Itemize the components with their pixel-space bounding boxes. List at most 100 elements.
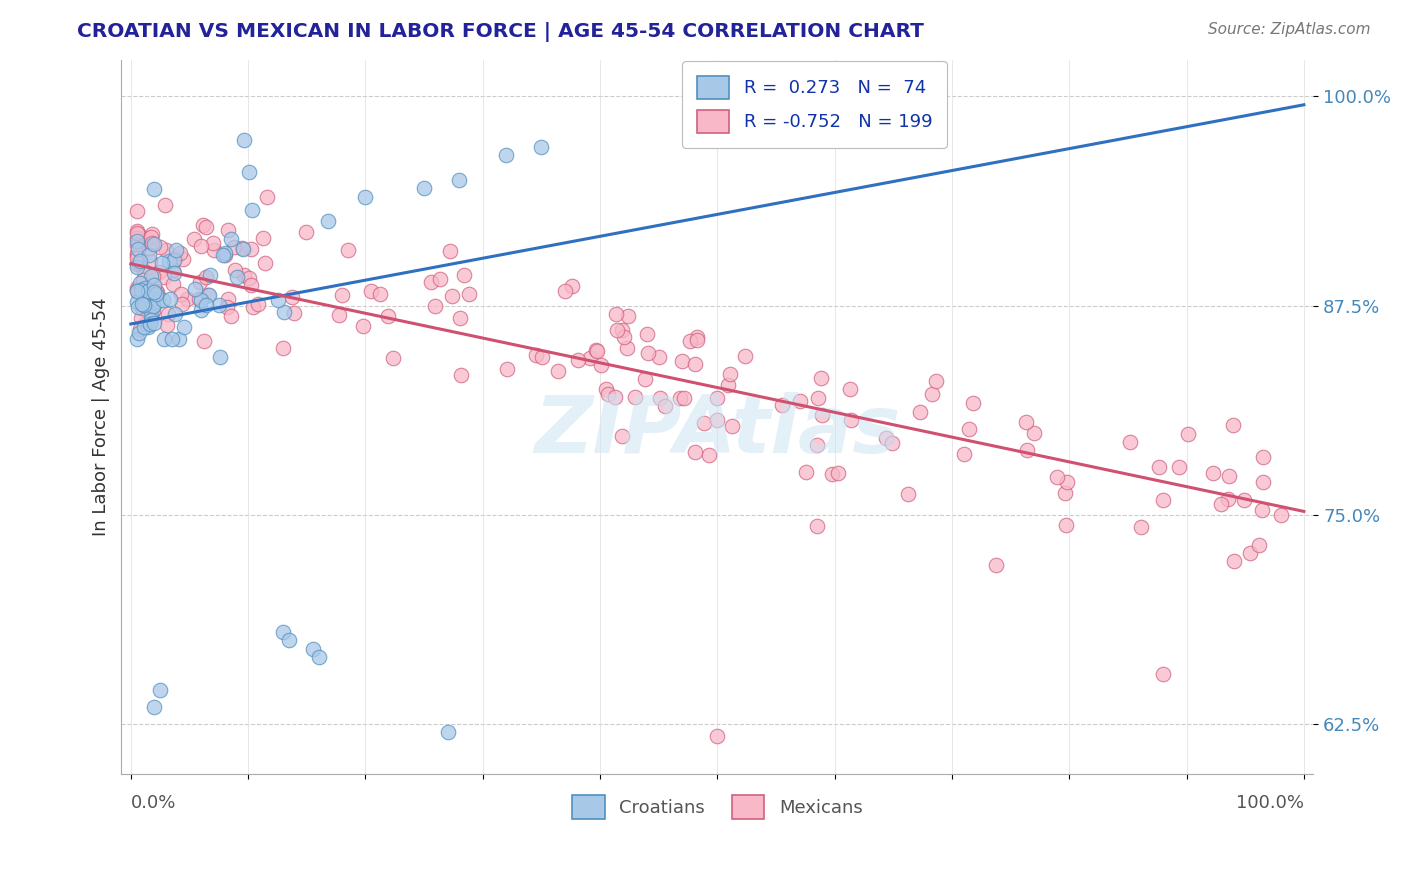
Point <box>211 247 233 261</box>
Point <box>125 251 148 265</box>
Point <box>163 266 186 280</box>
Point <box>136 320 159 334</box>
Point <box>198 268 221 283</box>
Point <box>143 236 166 251</box>
Point <box>247 297 270 311</box>
Point <box>1251 503 1274 517</box>
Point <box>239 277 262 292</box>
Point <box>368 287 391 301</box>
Point <box>671 353 693 368</box>
Point <box>242 300 264 314</box>
Point <box>439 244 461 258</box>
Point <box>595 382 617 396</box>
Text: ZIPAtlas: ZIPAtlas <box>534 392 900 470</box>
Point <box>567 353 589 368</box>
Point <box>134 280 156 294</box>
Point <box>721 419 744 434</box>
Point <box>807 391 830 405</box>
Point <box>143 181 166 195</box>
Point <box>654 400 676 414</box>
Point <box>1053 486 1076 500</box>
Point <box>232 242 254 256</box>
Point <box>495 148 517 162</box>
Point <box>616 342 638 356</box>
Point <box>495 361 517 376</box>
Point <box>125 294 148 309</box>
Point <box>1015 443 1038 458</box>
Point <box>222 240 245 254</box>
Point <box>142 269 165 284</box>
Point <box>610 323 633 337</box>
Point <box>589 358 612 372</box>
Point <box>173 319 195 334</box>
Point <box>413 181 436 195</box>
Point <box>253 256 276 270</box>
Point <box>127 300 149 314</box>
Point <box>125 332 148 346</box>
Point <box>636 326 658 341</box>
Point <box>1045 469 1067 483</box>
Point <box>149 683 172 698</box>
Point <box>202 236 225 251</box>
Point <box>238 164 260 178</box>
Point <box>789 394 811 409</box>
Point <box>308 650 330 665</box>
Point <box>125 234 148 248</box>
Point <box>717 377 740 392</box>
Point <box>839 413 862 427</box>
Point <box>128 237 150 252</box>
Point <box>612 428 634 442</box>
Point <box>449 173 471 187</box>
Point <box>554 284 576 298</box>
Point <box>1251 450 1274 464</box>
Point <box>138 247 160 261</box>
Point <box>1247 538 1270 552</box>
Point <box>839 382 862 396</box>
Point <box>352 318 374 333</box>
Point <box>163 252 186 267</box>
Point <box>131 301 153 315</box>
Point <box>155 198 177 212</box>
Point <box>683 445 706 459</box>
Point <box>152 269 174 284</box>
Point <box>706 729 728 743</box>
Point <box>215 300 238 314</box>
Point <box>125 260 148 275</box>
Point <box>810 371 832 385</box>
Point <box>183 232 205 246</box>
Point <box>138 241 160 255</box>
Point <box>770 398 793 412</box>
Point <box>129 310 152 325</box>
Point <box>141 269 163 284</box>
Point <box>155 243 177 257</box>
Point <box>634 372 657 386</box>
Point <box>273 342 295 356</box>
Point <box>693 417 716 431</box>
Point <box>128 326 150 341</box>
Point <box>143 277 166 292</box>
Point <box>613 330 636 344</box>
Point <box>187 293 209 307</box>
Point <box>139 312 162 326</box>
Point <box>436 725 458 739</box>
Point <box>143 285 166 300</box>
Point <box>984 558 1007 572</box>
Point <box>142 303 165 318</box>
Point <box>146 285 169 299</box>
Point <box>827 466 849 480</box>
Point <box>278 633 301 648</box>
Point <box>208 350 231 364</box>
Point <box>377 309 399 323</box>
Point <box>193 334 215 349</box>
Point <box>125 283 148 297</box>
Point <box>170 287 193 301</box>
Point <box>806 519 828 533</box>
Point <box>530 139 553 153</box>
Point <box>1218 492 1240 507</box>
Point <box>1270 508 1292 523</box>
Point <box>184 282 207 296</box>
Point <box>159 292 181 306</box>
Point <box>129 276 152 290</box>
Point <box>623 390 645 404</box>
Point <box>190 293 212 307</box>
